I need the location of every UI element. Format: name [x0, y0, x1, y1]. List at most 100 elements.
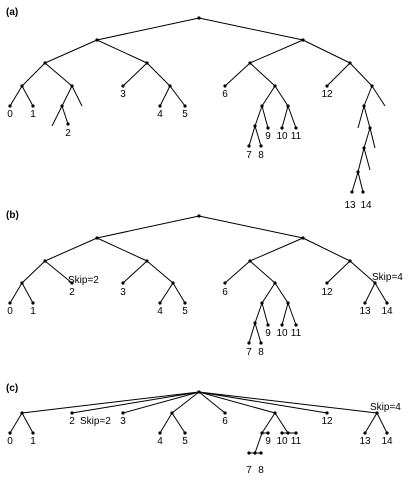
tree-node — [253, 451, 257, 455]
skip-4-annotation: Skip=4 — [370, 402, 401, 413]
tree-node — [370, 84, 374, 88]
tree-edge — [254, 302, 263, 324]
tree-edge — [281, 105, 289, 129]
tree-node — [350, 190, 354, 194]
tree-edge — [198, 391, 226, 414]
leaf-label-5: 5 — [182, 436, 188, 447]
tree-node — [66, 122, 70, 126]
tree-edge — [9, 412, 23, 434]
tree-edge — [261, 105, 269, 129]
tree-edge — [287, 105, 297, 129]
leaf-label-1: 1 — [30, 436, 36, 447]
leaf-label-0: 0 — [7, 436, 13, 447]
tree-node — [70, 281, 74, 285]
tree-edge — [224, 260, 251, 284]
tree-edge — [349, 260, 376, 284]
tree-edge — [96, 17, 200, 41]
tree-edge — [9, 85, 23, 107]
tree-edge — [287, 302, 297, 326]
tree-node — [8, 104, 12, 108]
tree-edge — [172, 282, 186, 304]
tree-edge — [261, 302, 269, 326]
tree-node — [325, 84, 329, 88]
tree-edge — [198, 391, 276, 414]
leaf-label-11: 11 — [291, 436, 302, 447]
tree-edge — [61, 105, 69, 125]
leaf-label-9: 9 — [265, 436, 271, 447]
tree-node — [266, 126, 270, 130]
tree-node — [170, 411, 174, 415]
leaf-label-7: 7 — [246, 150, 252, 161]
tree-node — [253, 124, 257, 128]
tree-node — [368, 126, 372, 130]
leaf-label-12: 12 — [321, 287, 333, 298]
tree-edge — [364, 282, 376, 304]
tree-edge — [363, 127, 371, 149]
leaf-label-14: 14 — [381, 436, 393, 447]
tree-edge — [171, 412, 186, 434]
tree-edge — [61, 85, 73, 107]
tree-edge — [376, 412, 388, 434]
tree-edge — [261, 412, 276, 434]
tree-node — [375, 411, 379, 415]
leaf-label-8: 8 — [258, 465, 264, 476]
tree-node — [294, 126, 298, 130]
tree-edge — [198, 391, 378, 414]
tree-node — [361, 190, 365, 194]
tree-edge — [357, 147, 365, 173]
tree-node — [325, 281, 329, 285]
leaf-label-3: 3 — [120, 287, 126, 298]
panel-a-label: (a) — [6, 7, 18, 18]
tree-node — [247, 144, 251, 148]
tree-node — [145, 259, 149, 263]
tree-node — [197, 214, 201, 218]
tree-node — [95, 38, 99, 42]
tree-node — [223, 411, 227, 415]
tree-node — [70, 84, 74, 88]
tree-edge — [122, 391, 200, 414]
tree-edge — [21, 282, 34, 304]
tree-node — [20, 84, 24, 88]
leaf-label-14: 14 — [360, 200, 372, 211]
leaf-label-7: 7 — [246, 465, 252, 476]
tree-node — [363, 431, 367, 435]
tree-node — [20, 281, 24, 285]
leaf-label-12: 12 — [321, 416, 333, 427]
tree-edge — [363, 147, 371, 171]
leaf-label-4: 4 — [157, 109, 163, 120]
tree-node — [8, 431, 12, 435]
leaf-label-10: 10 — [276, 436, 288, 447]
leaf-label-11: 11 — [291, 328, 302, 339]
leaf-label-6: 6 — [222, 287, 228, 298]
tree-edge — [159, 85, 171, 107]
tree-node — [356, 170, 360, 174]
leaf-label-2: 2 — [65, 128, 71, 139]
tree-edge — [254, 322, 262, 344]
tree-node — [385, 301, 389, 305]
leaf-label-1: 1 — [30, 109, 36, 120]
tree-node — [183, 104, 187, 108]
tree-edge — [71, 391, 200, 414]
tree-edge — [21, 62, 46, 87]
leaf-label-3: 3 — [120, 89, 126, 100]
leaf-label-5: 5 — [182, 306, 188, 317]
leaf-label-7: 7 — [246, 347, 252, 358]
tree-node — [301, 38, 305, 42]
tree-node — [273, 281, 277, 285]
leaf-label-10: 10 — [276, 131, 288, 142]
tree-node — [363, 301, 367, 305]
tree-node — [31, 431, 35, 435]
tree-edge — [122, 260, 148, 284]
leaf-label-3: 3 — [120, 416, 126, 427]
tree-node — [247, 341, 251, 345]
leaf-label-13: 13 — [359, 436, 371, 447]
tree-node — [171, 281, 175, 285]
tree-edge — [357, 105, 365, 129]
tree-edge — [171, 391, 200, 414]
leaf-label-8: 8 — [258, 150, 264, 161]
tree-edge — [9, 282, 23, 304]
tree-edge — [374, 282, 388, 304]
tree-node — [158, 301, 162, 305]
tree-edge — [364, 412, 378, 434]
tree-node — [253, 321, 257, 325]
